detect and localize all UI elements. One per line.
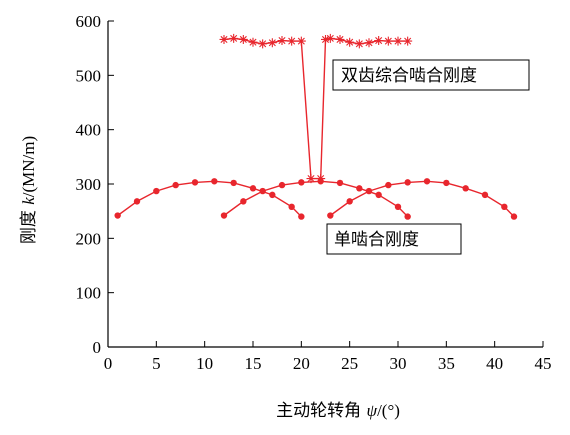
data-point xyxy=(404,179,411,186)
x-axis-title-symbol: ψ xyxy=(367,401,378,420)
data-point xyxy=(336,179,344,187)
x-axis-title-unit: /(°) xyxy=(377,401,400,420)
x-tick-label: 15 xyxy=(245,354,262,373)
data-point xyxy=(404,213,411,220)
data-point xyxy=(327,212,334,219)
y-tick-label: 500 xyxy=(76,66,102,85)
data-point xyxy=(287,36,297,46)
x-tick-label: 5 xyxy=(152,354,161,373)
data-point xyxy=(269,191,276,199)
x-axis-title-prefix: 主动轮转角 xyxy=(276,401,366,421)
data-point xyxy=(220,212,228,219)
x-tick-label: 0 xyxy=(104,354,113,373)
data-point xyxy=(219,34,229,44)
data-point xyxy=(393,36,403,46)
data-point xyxy=(462,185,469,192)
annotation-dual-mesh-label: 双齿综合啮合刚度 xyxy=(341,66,477,86)
data-point xyxy=(374,36,384,46)
x-tick-label: 25 xyxy=(341,354,358,373)
annotation-dual-mesh-box xyxy=(332,59,530,91)
series-2 xyxy=(220,178,411,220)
data-point xyxy=(133,198,141,205)
annotation-single-mesh-box xyxy=(326,223,462,255)
data-point xyxy=(325,33,335,43)
y-tick-label: 300 xyxy=(76,175,102,194)
data-point xyxy=(114,212,121,219)
data-point xyxy=(383,36,393,46)
data-point xyxy=(172,181,179,189)
chart-series xyxy=(114,33,518,220)
data-point xyxy=(211,178,218,185)
data-point xyxy=(365,187,373,195)
annotation-single-mesh: 单啮合刚度 xyxy=(326,223,462,255)
x-tick-label: 35 xyxy=(438,354,455,373)
y-axis-title-unit: /(MN/m) xyxy=(19,136,38,197)
annotation-single-mesh-label: 单啮合刚度 xyxy=(334,230,419,250)
data-point xyxy=(248,37,258,47)
data-point xyxy=(277,36,287,46)
data-point xyxy=(501,203,508,211)
data-point xyxy=(259,187,266,195)
data-point xyxy=(230,179,237,187)
data-point xyxy=(238,34,248,44)
x-tick-label: 20 xyxy=(293,354,310,373)
series-line xyxy=(223,37,408,180)
data-point xyxy=(288,203,295,211)
data-point xyxy=(385,181,392,189)
data-point xyxy=(153,187,160,195)
y-axis-title: 刚度 k/(MN/m) xyxy=(19,136,39,244)
x-tick-label: 45 xyxy=(535,354,552,373)
y-tick-label: 100 xyxy=(76,284,102,303)
y-axis-title-symbol: k xyxy=(19,197,38,205)
data-point xyxy=(354,39,364,49)
series-4 xyxy=(219,33,413,184)
annotation-dual-mesh: 双齿综合啮合刚度 xyxy=(332,59,530,91)
data-point xyxy=(267,38,277,48)
data-point xyxy=(335,34,345,44)
data-point xyxy=(321,34,330,44)
data-point xyxy=(403,36,413,46)
y-tick-label: 0 xyxy=(93,338,102,357)
chart-ticks: 0 5 10 15 20 25 30 35 40 45 0 100 200 300 400 500 600 xyxy=(76,12,552,373)
data-point xyxy=(423,178,431,185)
data-point xyxy=(346,198,353,205)
data-point xyxy=(345,37,355,47)
data-point xyxy=(298,179,305,186)
y-tick-label: 200 xyxy=(76,229,102,248)
data-point xyxy=(191,179,199,186)
data-point xyxy=(296,36,306,46)
series-3 xyxy=(327,178,518,220)
data-point xyxy=(364,38,374,48)
data-point xyxy=(240,198,247,205)
data-point xyxy=(443,179,450,187)
y-axis-title-prefix: 刚度 xyxy=(19,205,39,244)
data-point xyxy=(306,174,316,184)
data-point xyxy=(394,203,402,211)
data-point xyxy=(510,213,518,220)
data-point xyxy=(375,191,382,199)
data-point xyxy=(249,185,257,192)
series-line xyxy=(117,180,302,218)
x-tick-label: 40 xyxy=(486,354,503,373)
x-tick-label: 30 xyxy=(390,354,407,373)
y-tick-label: 400 xyxy=(76,121,102,140)
data-point xyxy=(229,33,239,43)
y-tick-label: 600 xyxy=(76,12,102,31)
data-point xyxy=(278,181,286,189)
data-point xyxy=(316,174,326,184)
data-point xyxy=(258,39,268,49)
x-axis-title: 主动轮转角 ψ/(°) xyxy=(276,401,400,421)
data-point xyxy=(298,213,305,220)
data-point xyxy=(356,185,363,192)
series-1 xyxy=(114,178,305,220)
x-tick-label: 10 xyxy=(196,354,213,373)
data-point xyxy=(481,191,489,199)
